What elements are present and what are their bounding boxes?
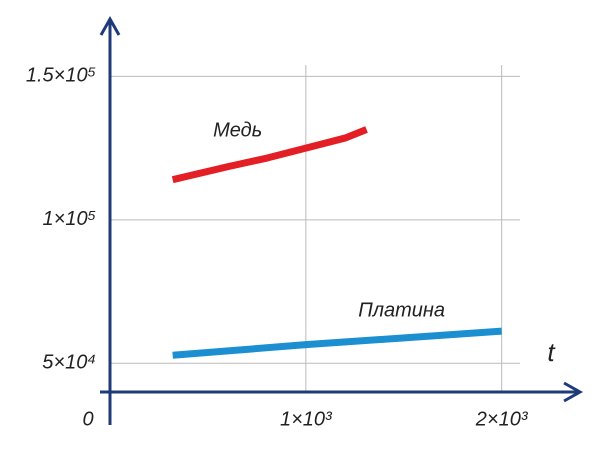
series-label: Платина (358, 299, 445, 321)
y-tick-label: 1.5×10⁵ (26, 65, 96, 87)
series-label: Медь (213, 120, 262, 142)
x-tick-label: 0 (82, 408, 93, 430)
x-tick-label: 2×10³ (475, 408, 529, 430)
y-axis-arrow (99, 15, 121, 36)
series-line (172, 327, 502, 359)
y-tick-label: 1×10⁵ (43, 208, 96, 230)
x-axis-arrow (563, 381, 584, 403)
y-tick-label: 5×10⁴ (42, 352, 96, 374)
x-axis-label: t (547, 337, 556, 367)
x-tick-label: 1×10³ (280, 408, 333, 430)
series-line (171, 126, 368, 184)
